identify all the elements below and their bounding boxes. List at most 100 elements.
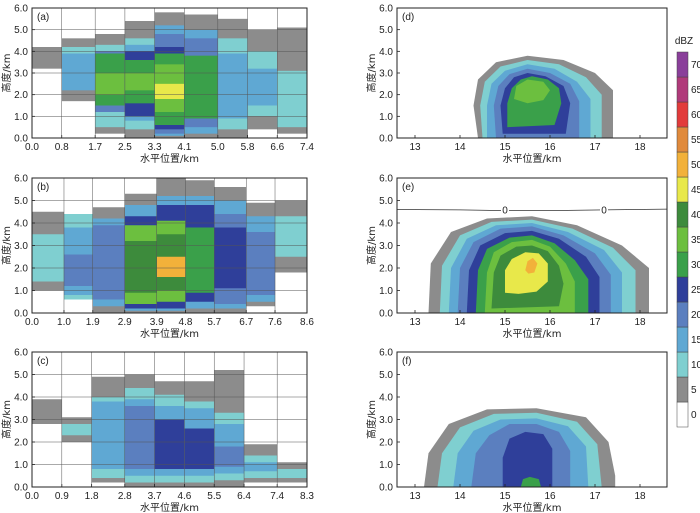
ytick-label-b-4: 4.0: [14, 219, 28, 230]
xtick-label-c-4: 3.7: [148, 491, 162, 502]
ytick-label-c-1: 1.0: [14, 460, 28, 471]
panel-label-a: (a): [37, 12, 49, 23]
panel-e: 0 00.01.02.03.04.05.06.013 14 15 16 17 18水平位置/…: [365, 174, 668, 340]
ytick-label-e-5: 5.0: [379, 196, 393, 207]
xtick-label-b-2: 1.9: [86, 317, 100, 328]
ytick-label-b-5: 5.0: [14, 196, 28, 207]
colorbar-swatch-5: [676, 376, 689, 403]
contour-e-45dbz: [505, 252, 548, 294]
panel-f: 0.0 1.0 2.0 3.0 4.0 5.0 6.0 13 14 15 16 17 18 水平位置/km…: [365, 348, 668, 513]
xtick-label-d-4: 17: [589, 142, 601, 153]
panel-label-e: (e): [402, 182, 414, 193]
ytick-label-d-1: 1.0: [379, 112, 393, 123]
ytick-label-b-0: 0.0: [14, 309, 28, 320]
reflectivity-cell-a-1-1: [61, 51, 96, 91]
xaxis-label-b: 水平位置/km: [140, 327, 199, 340]
ytick-label-b-6: 6.0: [14, 174, 28, 185]
colorbar-label-45: 45: [691, 185, 700, 196]
ytick-label-a-5: 5.0: [14, 25, 28, 36]
panel-c: 0.0 1.0 2.0 3.0 4.0 5.0 6.0 0.0 0.9 1.8 2.8 3.7 4.6 5…: [0, 348, 314, 513]
colorbar-label-25: 25: [691, 285, 700, 296]
colorbar-swatch-60: [676, 101, 689, 128]
colorbar-label-65: 65: [691, 85, 700, 96]
plot-area-a: [32, 12, 307, 138]
colorbar-swatch-30: [676, 251, 689, 278]
ytick-label-b-2: 2.0: [14, 264, 28, 275]
xtick-label-a-1: 0.8: [55, 142, 69, 153]
plot-area-c: [32, 370, 307, 487]
xtick-label-b-1: 1.0: [57, 317, 71, 328]
xtick-label-e-4: 17: [589, 317, 601, 328]
colorbar-label-15: 15: [691, 335, 700, 346]
isotherm-label-e-0: 0: [502, 205, 508, 216]
reflectivity-cell-a-6-2: [217, 53, 248, 119]
ytick-label-d-2: 2.0: [379, 90, 393, 101]
ytick-label-d-4: 4.0: [379, 47, 393, 58]
xtick-label-d-0: 13: [409, 142, 421, 153]
colorbar-swatch-0: [676, 401, 689, 428]
xaxis-label-e: 水平位置/km: [503, 327, 562, 340]
xtick-label-f-2: 15: [499, 491, 511, 502]
xtick-label-a-0: 0.0: [25, 142, 39, 153]
xtick-label-e-1: 14: [454, 317, 466, 328]
contour-d-35dbz: [514, 79, 550, 104]
panel-label-b: (b): [37, 182, 49, 193]
reflectivity-cell-b-1-2: [63, 254, 93, 286]
reflectivity-cell-c-6-3: [214, 446, 245, 467]
reflectivity-cell-b-7-2: [246, 232, 276, 295]
xtick-label-d-3: 16: [544, 142, 556, 153]
colorbar-swatch-45: [676, 176, 689, 203]
xtick-label-a-6: 5.0: [211, 142, 225, 153]
ytick-label-c-4: 4.0: [14, 393, 28, 404]
colorbar-swatch-20: [676, 301, 689, 328]
colorbar-swatch-35: [676, 226, 689, 253]
xtick-label-b-5: 4.8: [179, 317, 193, 328]
ytick-label-d-0: 0.0: [379, 134, 393, 145]
colorbar-title: dBZ: [675, 36, 693, 47]
ytick-label-c-5: 5.0: [14, 370, 28, 381]
colorbar-swatch-15: [676, 326, 689, 353]
xtick-label-c-2: 1.8: [85, 491, 99, 502]
plot-area-d: [473, 55, 613, 139]
xtick-label-c-7: 6.4: [237, 491, 251, 502]
reflectivity-cell-a-3-5: [124, 73, 155, 91]
ytick-label-e-2: 2.0: [379, 264, 393, 275]
reflectivity-cell-c-5-3: [184, 428, 215, 469]
reflectivity-cell-c-4-3: [154, 419, 185, 469]
reflectivity-cell-c-3-3: [124, 406, 155, 469]
colorbar-swatch-10: [676, 351, 689, 378]
xtick-label-f-0: 13: [409, 491, 421, 502]
colorbar-swatch-65: [676, 76, 689, 103]
reflectivity-cell-b-0-1: [32, 234, 64, 282]
xtick-label-b-7: 6.7: [239, 317, 253, 328]
reflectivity-cell-c-7-2: [244, 462, 278, 472]
isotherm-label-bg: [501, 205, 509, 215]
contour-f-25dbz: [502, 431, 553, 487]
xtick-label-b-4: 3.9: [150, 317, 164, 328]
reflectivity-cell-a-0-0: [32, 47, 62, 69]
colorbar-swatch-50: [676, 151, 689, 178]
xtick-label-b-8: 7.6: [268, 317, 282, 328]
xaxis-label-c: 水平位置/km: [140, 501, 199, 513]
reflectivity-cell-b-4-5: [156, 256, 186, 277]
ytick-label-f-5: 5.0: [379, 370, 393, 381]
xaxis-label-f: 水平位置/km: [503, 501, 562, 513]
xtick-label-f-4: 17: [589, 491, 601, 502]
yaxis-label-e: 高度/km: [365, 226, 378, 265]
isotherm-label-bg: [600, 205, 608, 215]
ytick-label-c-6: 6.0: [14, 348, 28, 359]
ytick-label-a-1: 1.0: [14, 112, 28, 123]
colorbar-label-55: 55: [691, 135, 700, 146]
reflectivity-cell-a-8-1: [277, 70, 307, 128]
xtick-label-a-5: 4.1: [177, 142, 191, 153]
colorbar-label-50: 50: [691, 160, 700, 171]
ytick-label-a-6: 6.0: [14, 4, 28, 15]
ytick-label-b-1: 1.0: [14, 286, 28, 297]
xtick-label-f-5: 18: [634, 491, 646, 502]
ytick-label-a-2: 2.0: [14, 90, 28, 101]
reflectivity-cell-b-3-4: [124, 241, 157, 293]
ytick-label-e-4: 4.0: [379, 219, 393, 230]
xtick-label-e-5: 18: [634, 317, 646, 328]
